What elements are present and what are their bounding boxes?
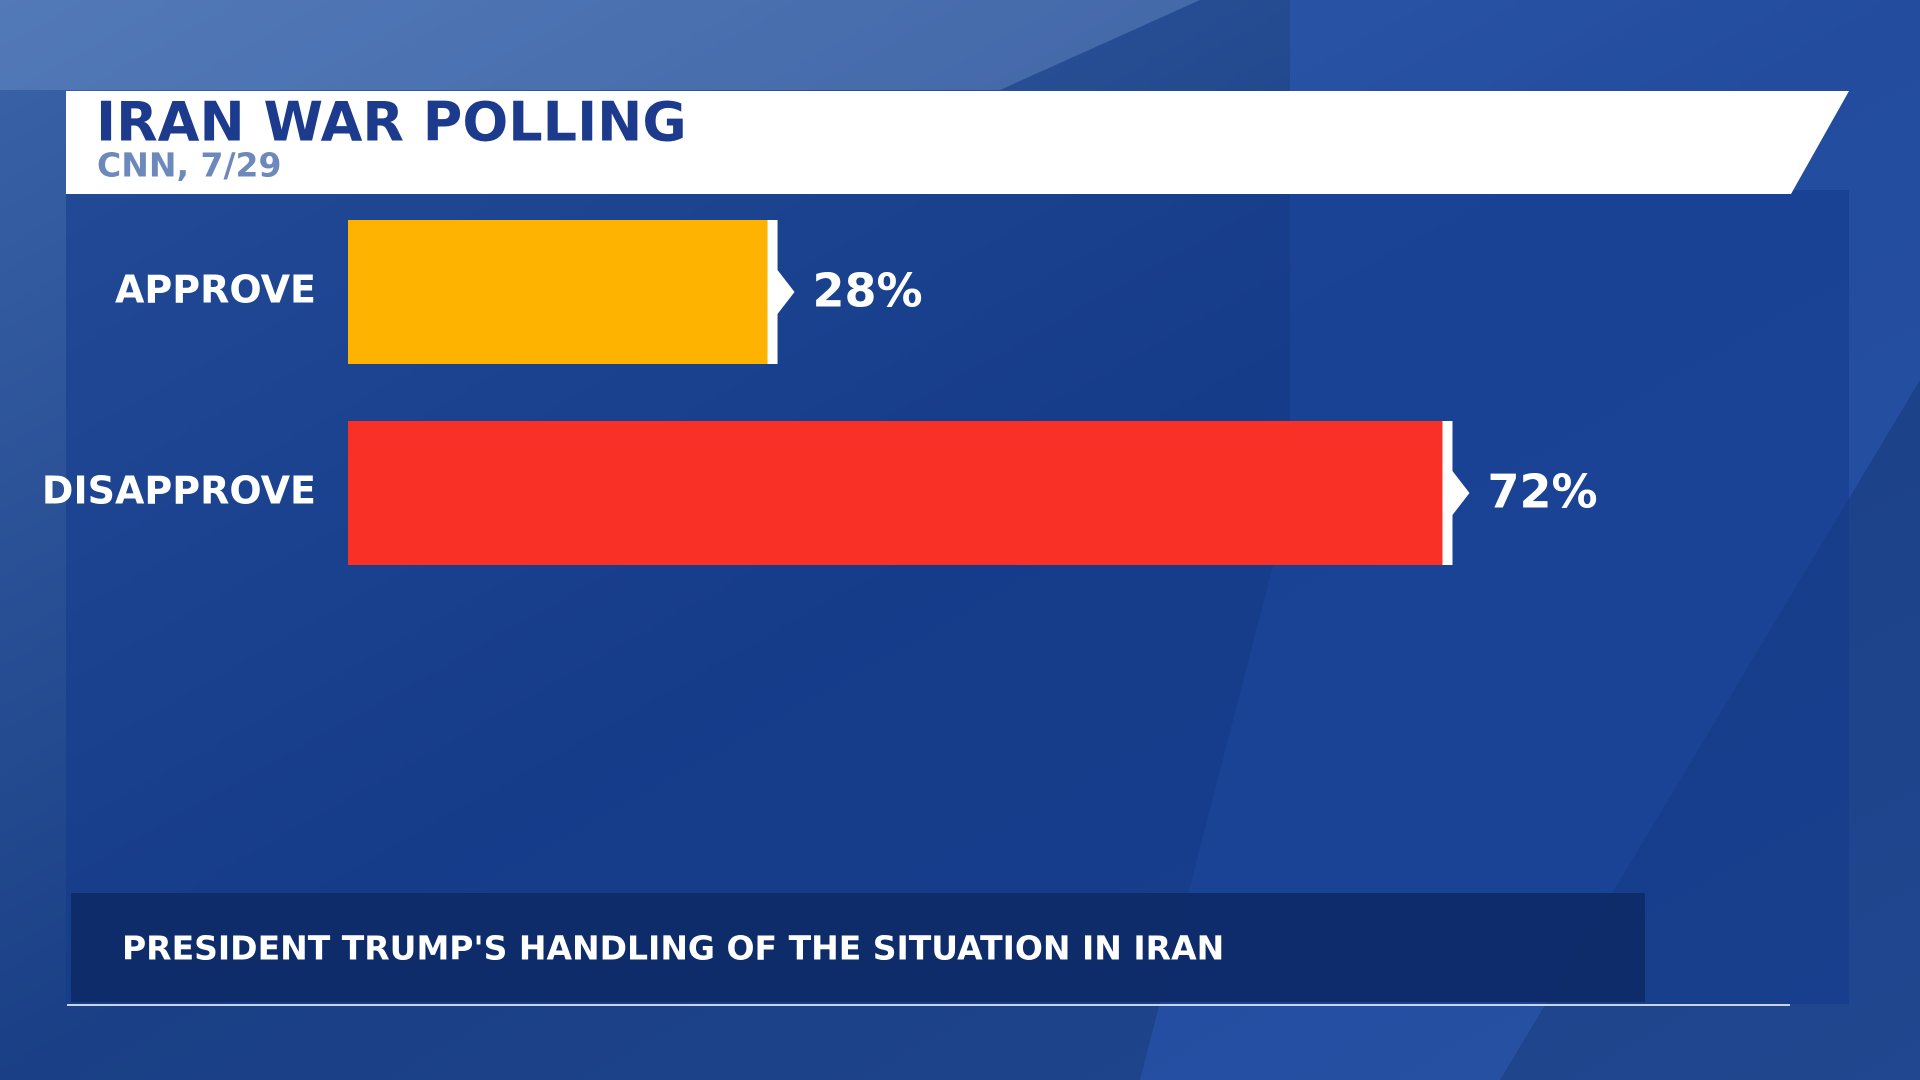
bg-shape <box>0 0 1200 90</box>
chart-note: PRESIDENT TRUMP'S HANDLING OF THE SITUAT… <box>122 929 1224 968</box>
value-label: 28% <box>813 264 923 318</box>
value-label: 72% <box>1487 465 1597 519</box>
bar <box>348 421 1453 565</box>
chart-title: IRAN WAR POLLING <box>96 91 687 154</box>
bar-cap <box>1442 421 1470 565</box>
category-label: DISAPPROVE <box>42 469 316 513</box>
panel <box>66 190 1849 1004</box>
bar <box>348 220 778 364</box>
category-label: APPROVE <box>115 268 316 312</box>
note-box <box>71 893 1645 1002</box>
bar-cap <box>767 220 795 364</box>
chart-subtitle: CNN, 7/29 <box>97 146 281 185</box>
header-band <box>66 91 1849 194</box>
